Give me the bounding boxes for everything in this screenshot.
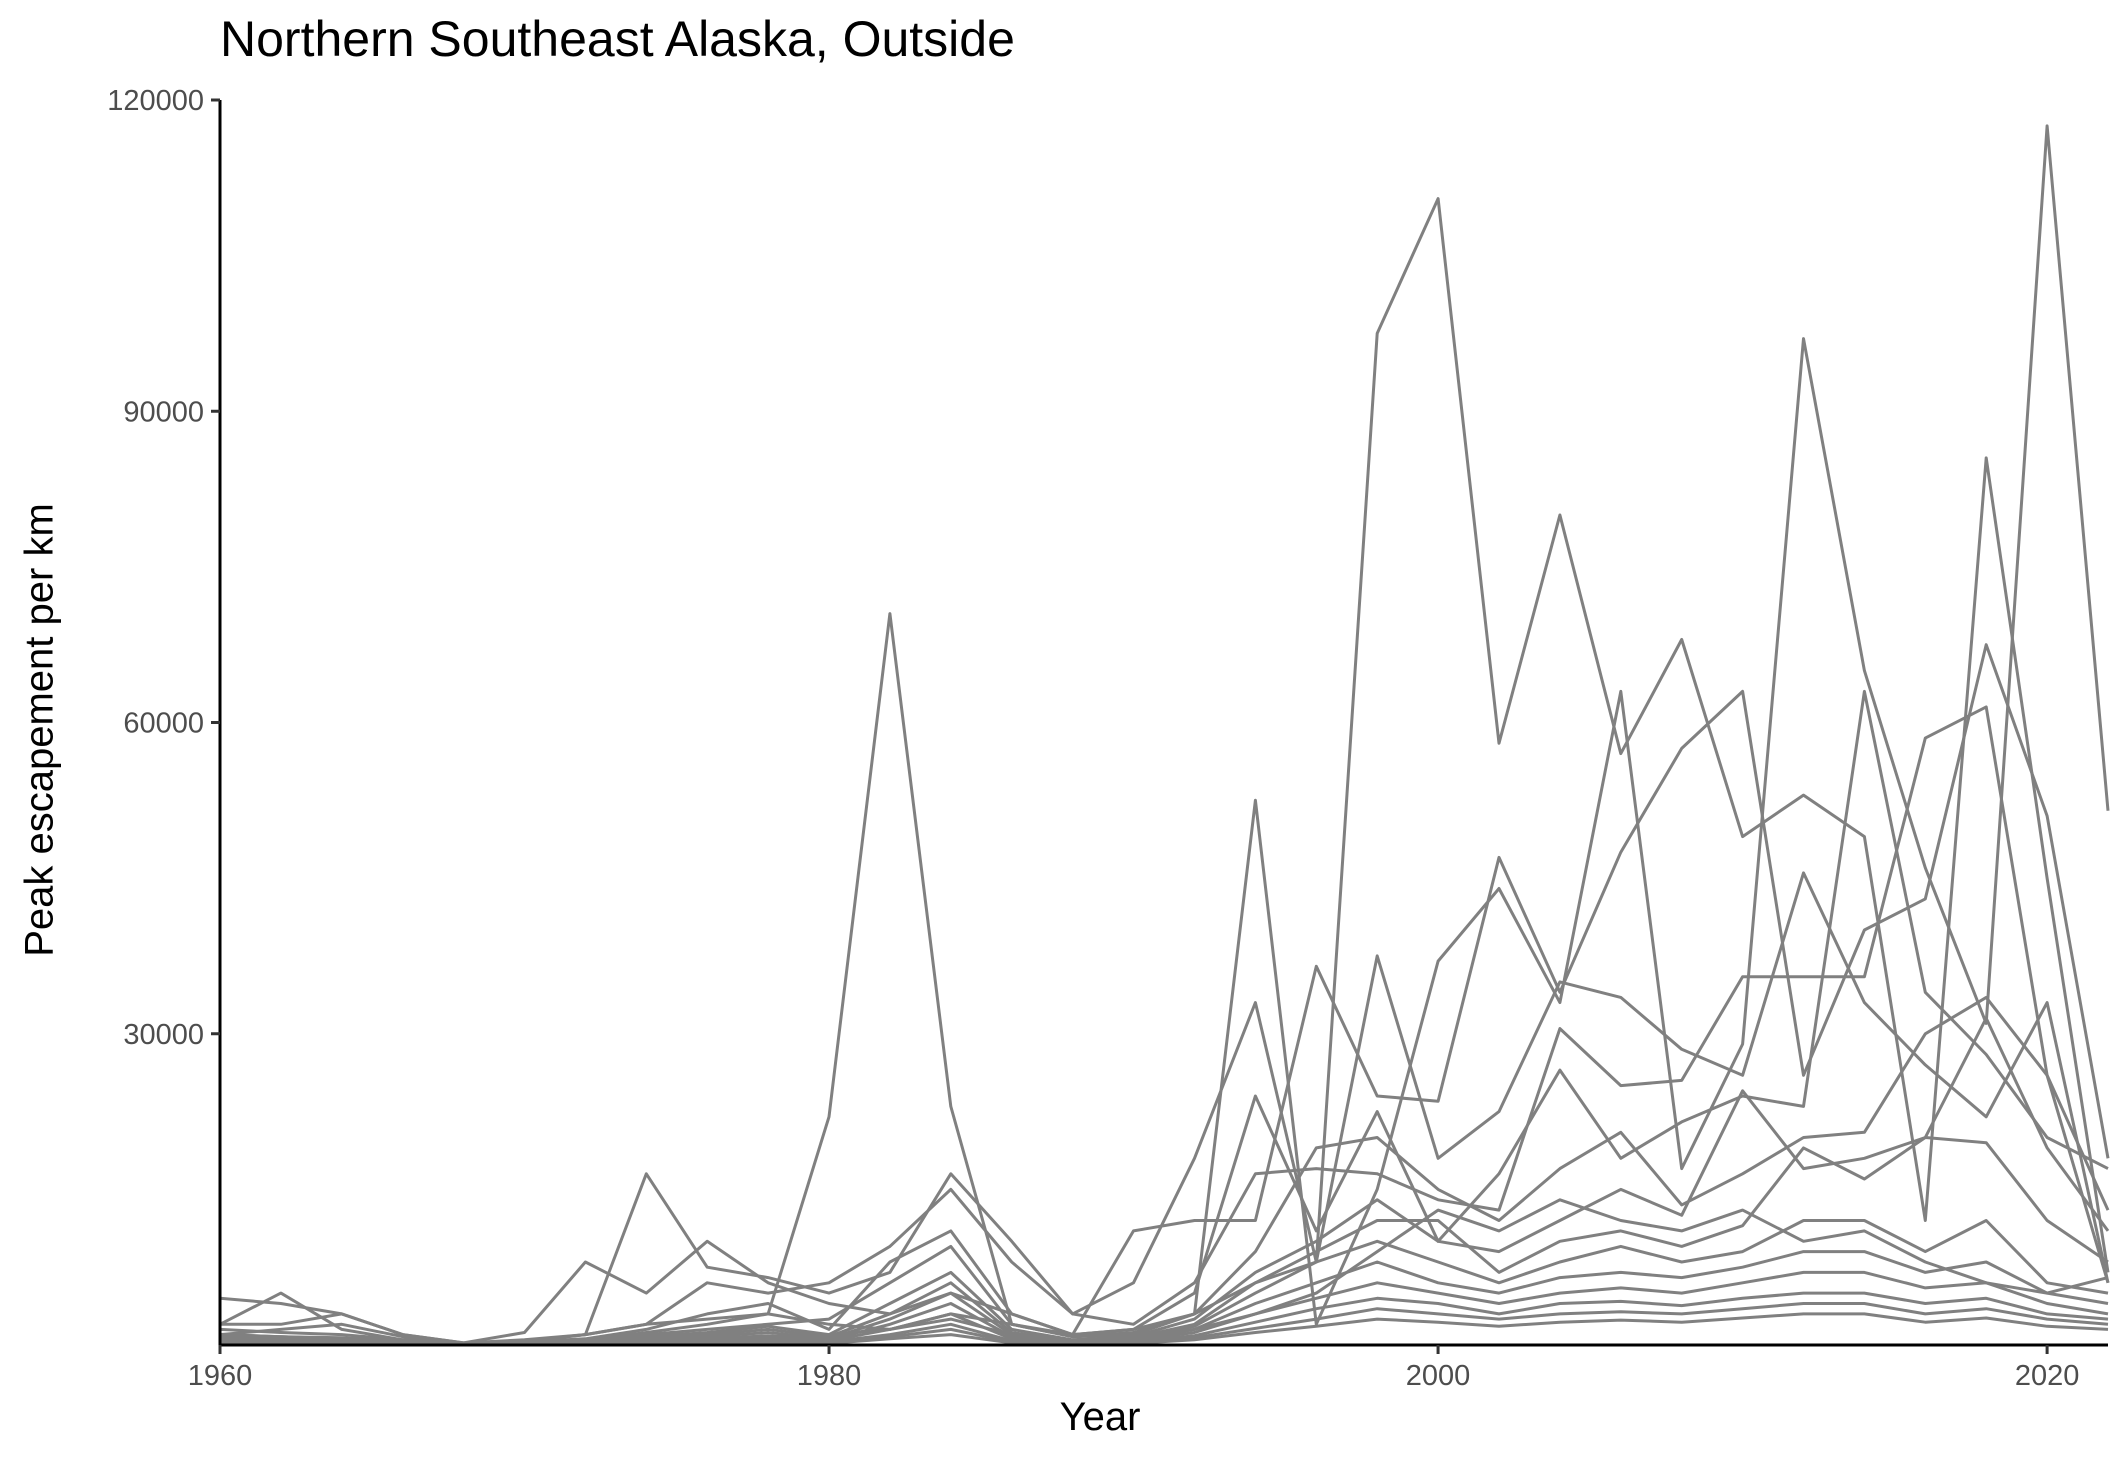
x-tick-label-1980: 1980: [797, 1360, 862, 1392]
series-line-8: [219, 1016, 2110, 1346]
ticks-layer: 1960 1980 2000 2020 30000 60000 90000 120000: [107, 85, 2079, 1392]
x-tick-label-2020: 2020: [2015, 1360, 2080, 1392]
series-line-6: [219, 689, 2109, 1346]
y-tick-label-60000: 60000: [123, 708, 204, 740]
series-layer: [219, 124, 2110, 1347]
x-axis-label: Year: [1059, 1395, 1141, 1439]
y-tick-label-90000: 90000: [123, 396, 204, 428]
y-tick-label-30000: 30000: [123, 1019, 204, 1051]
series-line-5: [220, 705, 2110, 1345]
y-tick-label-120000: 120000: [107, 85, 204, 117]
chart-title: Northern Southeast Alaska, Outside: [220, 11, 1015, 67]
x-tick-label-1960: 1960: [188, 1360, 253, 1392]
x-tick-label-2000: 2000: [1406, 1360, 1471, 1392]
series-line-2: [219, 124, 2110, 1346]
series-line-3: [219, 643, 2110, 1345]
series-line-1: [219, 197, 2110, 1346]
